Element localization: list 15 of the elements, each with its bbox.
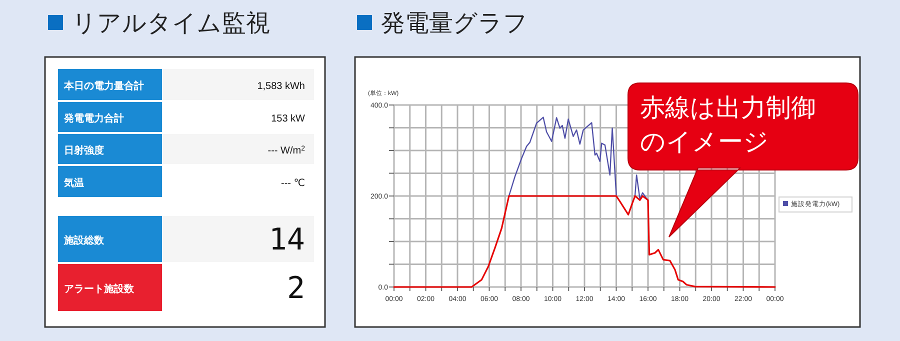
annotation: 赤線は出力制御のイメージ	[640, 94, 816, 156]
category-label: アラート施設数	[64, 283, 135, 295]
text: 153 kW	[271, 114, 305, 124]
text: 2	[286, 271, 305, 306]
text: --- W/m$^{2}$	[268, 145, 305, 156]
text: --- ℃	[281, 178, 305, 189]
category-label: 発電電力合計	[63, 112, 124, 124]
category-label: 気温	[63, 177, 84, 189]
category-label: 日射強度	[64, 144, 104, 156]
category-label: 施設総数	[63, 234, 105, 246]
text: 1,583 kWh	[257, 81, 305, 92]
chart-title: 発電量グラフ	[381, 10, 528, 37]
text: 14	[268, 222, 305, 258]
text: リアルタイム監視	[72, 10, 270, 37]
category-label: 本日の電力量合計	[63, 80, 144, 92]
